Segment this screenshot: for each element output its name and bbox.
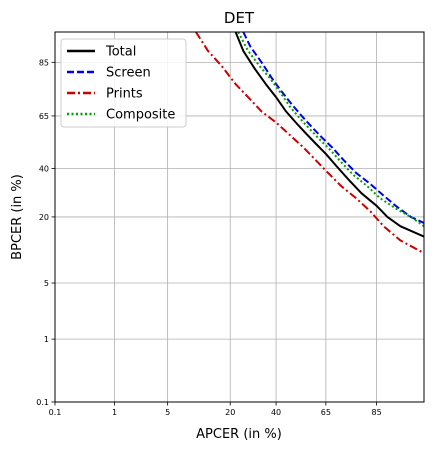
legend-box — [60, 38, 187, 128]
x-axis-label: APCER (in %) — [196, 427, 282, 442]
x-axis-ticks: 0.1 1 5 20 40 65 85 — [49, 402, 382, 417]
y-tick-label: 65 — [39, 112, 49, 121]
x-tick-label: 1 — [112, 408, 117, 417]
y-tick-label: 20 — [39, 213, 49, 222]
legend: Total Screen Prints Composite — [60, 38, 187, 128]
x-tick-label: 85 — [371, 408, 381, 417]
legend-label-screen: Screen — [106, 66, 151, 81]
series-line-prints — [195, 32, 424, 254]
y-tick-label: 1 — [44, 335, 49, 344]
y-axis-ticks: 0.1 1 5 20 40 65 85 — [36, 58, 55, 407]
x-tick-label: 40 — [271, 408, 281, 417]
x-tick-label: 0.1 — [49, 408, 62, 417]
x-tick-label: 20 — [225, 408, 235, 417]
legend-label-prints: Prints — [106, 87, 143, 102]
y-tick-label: 5 — [44, 279, 49, 288]
legend-label-total: Total — [105, 45, 136, 60]
y-tick-label: 40 — [39, 165, 49, 174]
series-line-composite — [237, 32, 424, 228]
plot-series — [195, 32, 424, 254]
legend-label-composite: Composite — [106, 108, 175, 123]
x-tick-label: 5 — [165, 408, 170, 417]
y-tick-label: 85 — [39, 58, 49, 67]
series-line-total — [234, 32, 424, 238]
y-axis-label: BPCER (in %) — [10, 174, 25, 260]
chart-title: DET — [224, 9, 255, 27]
x-tick-label: 65 — [321, 408, 331, 417]
y-tick-label: 0.1 — [36, 398, 49, 407]
grid-lines — [54, 32, 424, 403]
series-line-screen — [242, 32, 424, 224]
